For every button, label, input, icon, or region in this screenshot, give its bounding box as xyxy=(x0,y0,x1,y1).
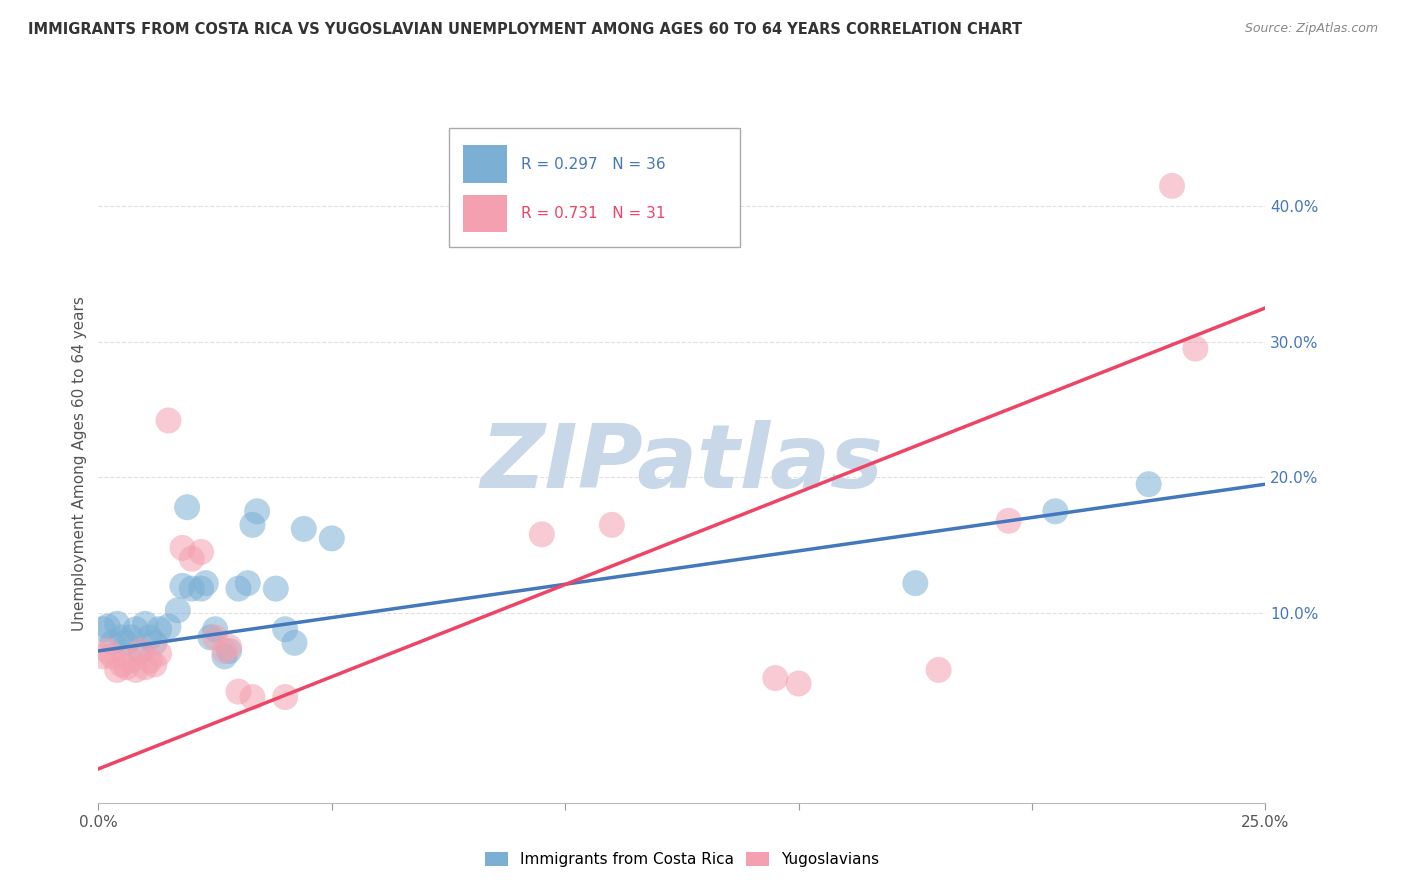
Point xyxy=(125,622,148,636)
Point xyxy=(204,622,226,636)
Point xyxy=(1161,178,1184,193)
Point xyxy=(194,576,217,591)
Bar xyxy=(463,194,506,232)
Point xyxy=(1045,504,1067,518)
Point xyxy=(274,690,297,704)
Point xyxy=(180,551,202,566)
Point xyxy=(139,631,162,645)
Point xyxy=(264,582,287,596)
Point xyxy=(105,663,128,677)
Point xyxy=(236,576,259,591)
Point xyxy=(157,619,180,633)
Legend: Immigrants from Costa Rica, Yugoslavians: Immigrants from Costa Rica, Yugoslavians xyxy=(478,846,886,873)
Point xyxy=(91,622,114,636)
Text: R = 0.731   N = 31: R = 0.731 N = 31 xyxy=(520,205,665,220)
Point xyxy=(214,649,236,664)
Text: Source: ZipAtlas.com: Source: ZipAtlas.com xyxy=(1244,22,1378,36)
FancyBboxPatch shape xyxy=(449,128,741,247)
Point xyxy=(166,603,188,617)
Point xyxy=(143,657,166,672)
Point xyxy=(148,622,170,636)
Point xyxy=(97,644,120,658)
Point xyxy=(139,653,162,667)
Text: R = 0.297   N = 36: R = 0.297 N = 36 xyxy=(520,157,665,171)
Point xyxy=(600,517,623,532)
Point xyxy=(143,636,166,650)
Point xyxy=(204,631,226,645)
Point xyxy=(148,647,170,661)
Point xyxy=(101,636,124,650)
Text: IMMIGRANTS FROM COSTA RICA VS YUGOSLAVIAN UNEMPLOYMENT AMONG AGES 60 TO 64 YEARS: IMMIGRANTS FROM COSTA RICA VS YUGOSLAVIA… xyxy=(28,22,1022,37)
Point xyxy=(292,522,315,536)
Point xyxy=(530,527,553,541)
Point xyxy=(190,582,212,596)
Bar xyxy=(463,145,506,183)
Point xyxy=(274,622,297,636)
Point xyxy=(120,653,142,667)
Point xyxy=(125,663,148,677)
Y-axis label: Unemployment Among Ages 60 to 64 years: Unemployment Among Ages 60 to 64 years xyxy=(72,296,87,632)
Point xyxy=(105,616,128,631)
Point xyxy=(134,616,156,631)
Point xyxy=(129,644,152,658)
Point xyxy=(111,631,134,645)
Point xyxy=(115,636,138,650)
Point xyxy=(218,644,240,658)
Point xyxy=(246,504,269,518)
Point xyxy=(115,660,138,674)
Point xyxy=(134,660,156,674)
Point xyxy=(228,582,250,596)
Point xyxy=(997,514,1019,528)
Point xyxy=(228,684,250,698)
Point xyxy=(242,517,264,532)
Point xyxy=(157,413,180,427)
Point xyxy=(928,663,950,677)
Point xyxy=(176,500,198,515)
Point xyxy=(129,644,152,658)
Point xyxy=(242,690,264,704)
Point xyxy=(172,579,194,593)
Point xyxy=(97,619,120,633)
Point xyxy=(214,644,236,658)
Point xyxy=(200,631,222,645)
Point xyxy=(1184,342,1206,356)
Point xyxy=(1137,477,1160,491)
Point xyxy=(101,649,124,664)
Point xyxy=(321,532,343,546)
Point xyxy=(218,640,240,654)
Point xyxy=(763,671,786,685)
Point xyxy=(111,657,134,672)
Point xyxy=(180,582,202,596)
Point xyxy=(172,541,194,555)
Point xyxy=(120,631,142,645)
Text: ZIPatlas: ZIPatlas xyxy=(481,420,883,508)
Point xyxy=(91,649,114,664)
Point xyxy=(904,576,927,591)
Point xyxy=(283,636,305,650)
Point xyxy=(787,676,810,690)
Point xyxy=(190,545,212,559)
